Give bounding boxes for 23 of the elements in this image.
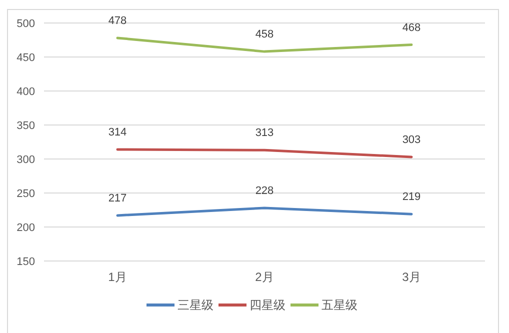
x-tick-label: 2月 [255,270,274,284]
legend-label: 五星级 [322,298,358,312]
y-tick-label: 450 [16,52,35,64]
legend-label: 四星级 [250,298,286,312]
data-label: 313 [255,127,274,140]
y-tick-label: 150 [16,256,35,268]
y-tick-label: 350 [16,120,35,132]
y-tick-label: 300 [16,154,35,166]
data-label: 468 [402,22,421,34]
data-label: 303 [402,134,421,146]
data-label: 314 [108,126,127,138]
x-tick-label: 3月 [402,270,421,284]
y-tick-label: 500 [16,18,35,30]
legend-label: 三星级 [178,298,214,312]
y-tick-label: 400 [16,86,35,98]
data-label: 458 [255,28,274,41]
data-label: 478 [108,14,127,27]
data-label: 219 [402,191,421,204]
y-tick-label: 200 [16,222,35,234]
y-tick-label: 250 [16,188,35,200]
x-tick-label: 1月 [108,270,127,284]
data-label: 228 [255,184,274,197]
data-label: 217 [108,192,127,204]
